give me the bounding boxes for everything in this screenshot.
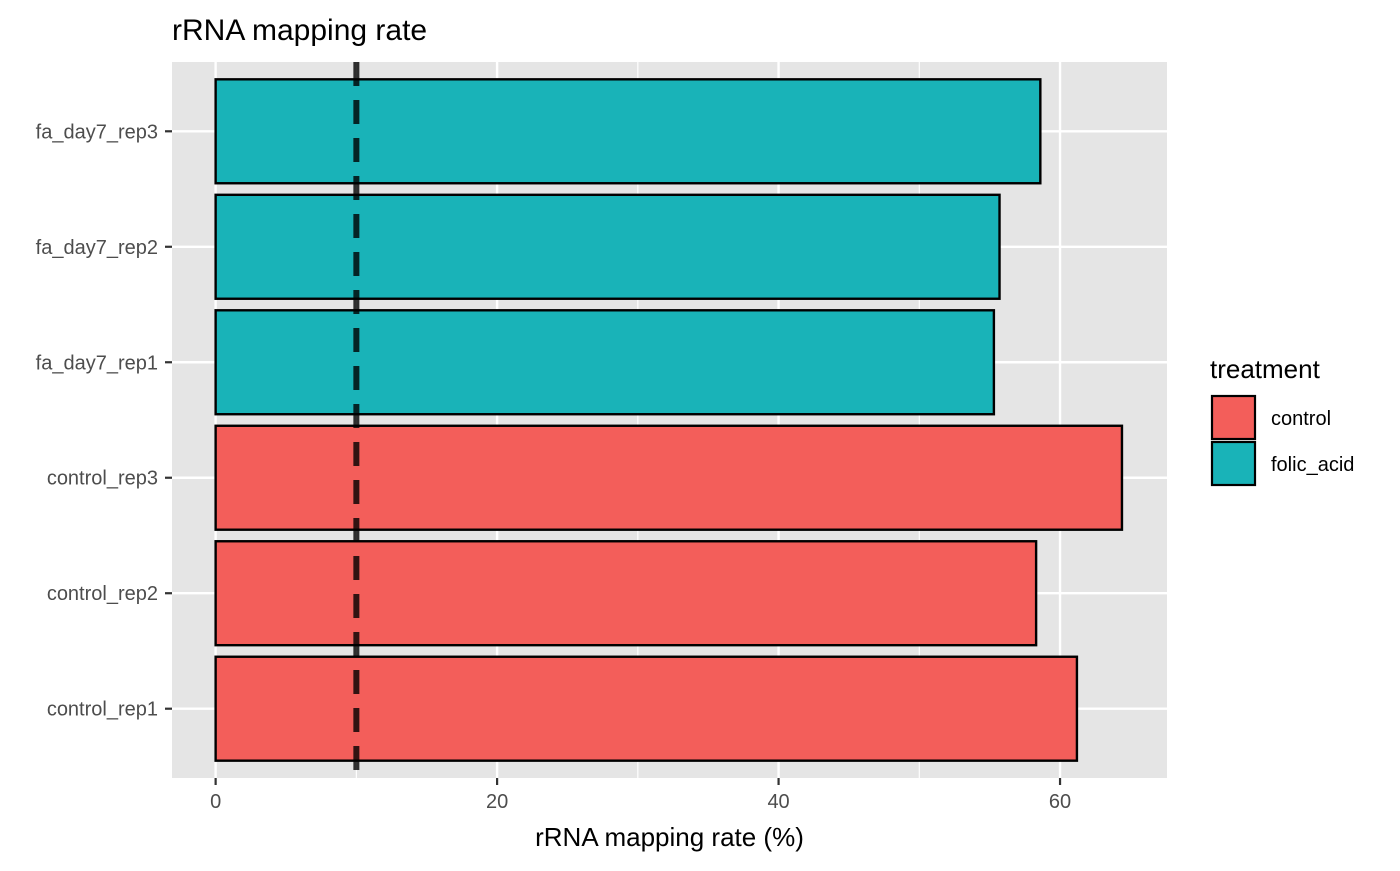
legend-title: treatment [1210,354,1321,384]
x-tick-label: 20 [486,791,508,813]
legend-label-folic_acid: folic_acid [1271,454,1354,476]
bar-control_rep3 [214,424,1124,531]
y-axis: control_rep1 control_rep2 control_rep3 fa_d… [36,121,172,721]
y-tick-label: control_rep2 [47,583,158,605]
y-tick-label: fa_day7_rep1 [36,352,158,374]
bar-fa_day7_rep2 [214,193,1001,300]
x-axis: 0 20 40 60 [210,778,1071,813]
y-tick-label: fa_day7_rep3 [36,121,158,143]
legend: treatment control folic_acid [1210,354,1354,487]
y-tick-label: control_rep1 [47,699,158,721]
y-tick-label: fa_day7_rep2 [36,237,158,259]
chart-title: rRNA mapping rate [172,14,427,47]
legend-label-control: control [1271,408,1331,430]
bar-control_rep2 [214,540,1038,647]
x-tick-label: 40 [767,791,789,813]
legend-items: control folic_acid [1210,394,1354,487]
bar-control_rep1 [214,655,1079,762]
y-tick-label: control_rep3 [47,468,158,490]
legend-key-control [1210,394,1257,441]
x-tick-label: 60 [1049,791,1071,813]
x-axis-label: rRNA mapping rate (%) [535,822,804,852]
bar-fa_day7_rep1 [214,309,996,416]
x-tick-label: 0 [210,791,221,813]
legend-key-folic_acid [1210,440,1257,487]
bar-fa_day7_rep3 [214,78,1042,185]
